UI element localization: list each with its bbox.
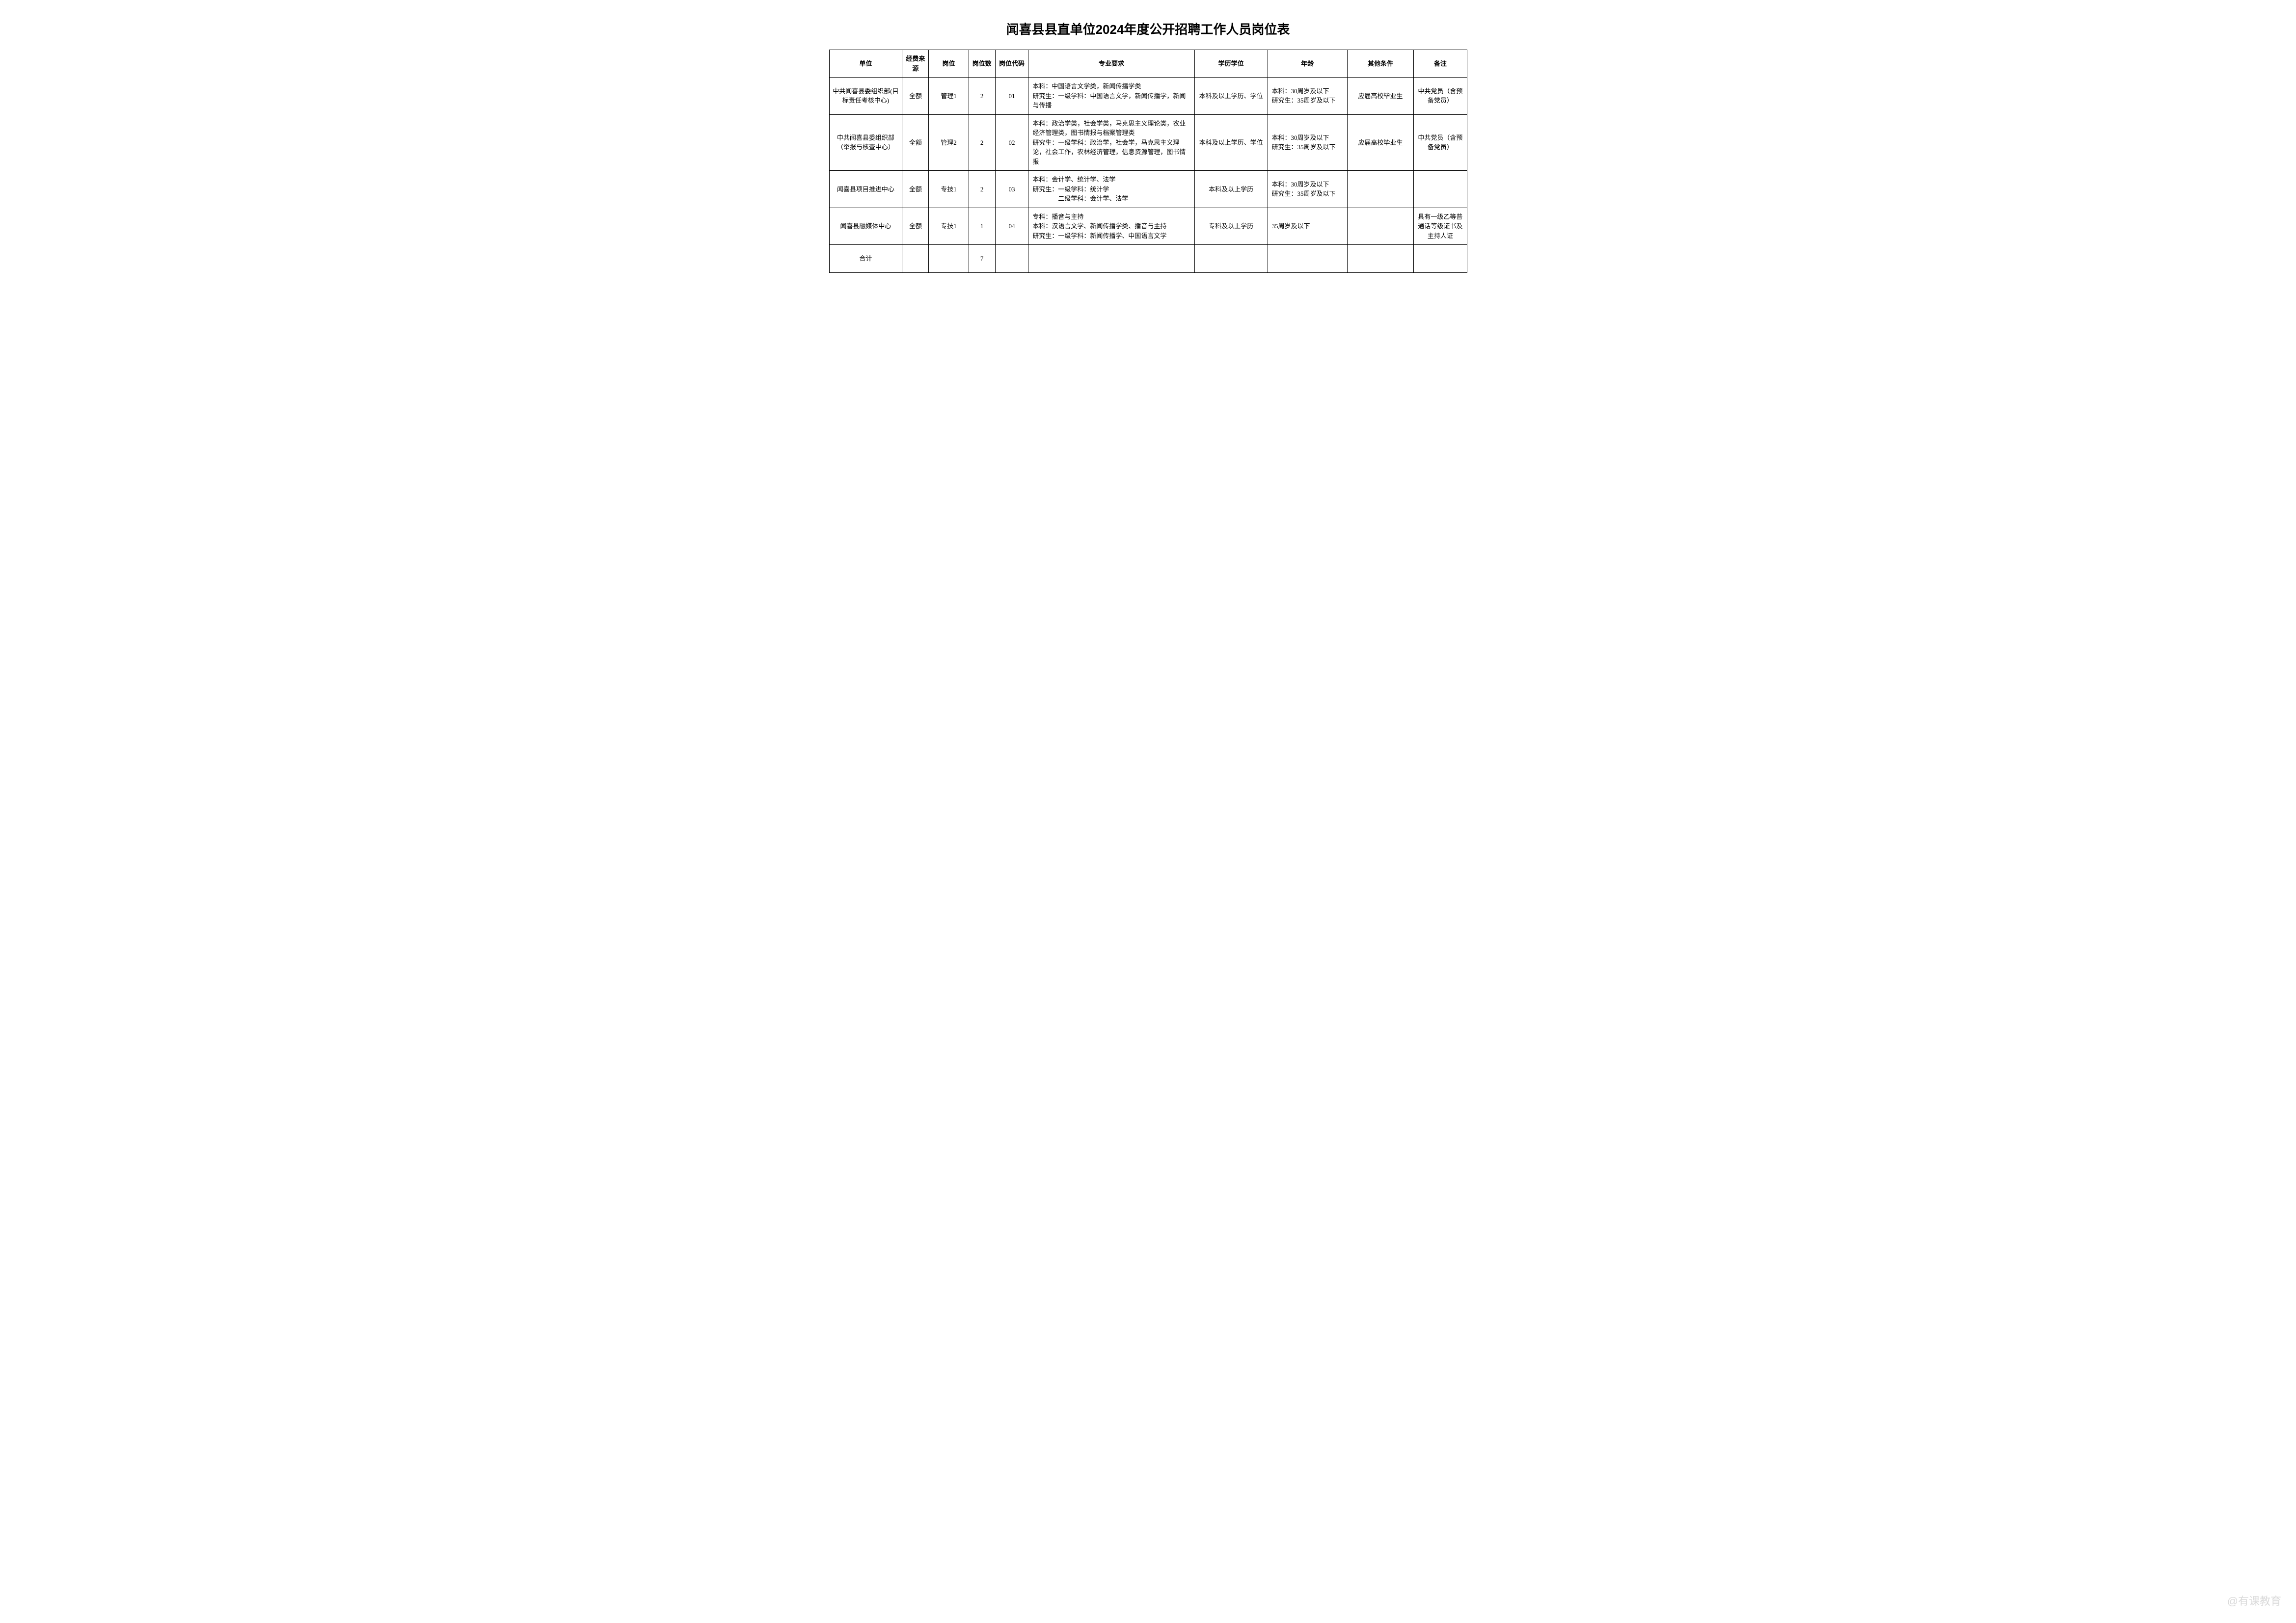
col-other: 其他条件 xyxy=(1347,50,1413,78)
col-count: 岗位数 xyxy=(969,50,995,78)
col-major: 专业要求 xyxy=(1028,50,1194,78)
table-cell: 1 xyxy=(969,208,995,245)
col-unit: 单位 xyxy=(829,50,902,78)
table-cell xyxy=(995,245,1028,273)
table-cell: 具有一级乙等普通话等级证书及主持人证 xyxy=(1414,208,1467,245)
table-cell: 中共党员（含预备党员） xyxy=(1414,114,1467,171)
table-cell xyxy=(1347,208,1413,245)
table-cell: 本科：会计学、统计学、法学 研究生：一级学科：统计学 二级学科：会计学、法学 xyxy=(1028,171,1194,208)
table-cell: 全额 xyxy=(902,78,929,115)
table-cell: 02 xyxy=(995,114,1028,171)
table-total-row: 合计 7 xyxy=(829,245,1467,273)
table-cell: 03 xyxy=(995,171,1028,208)
col-remark: 备注 xyxy=(1414,50,1467,78)
table-row: 中共闻喜县委组织部(目标责任考核中心)全额管理1201本科：中国语言文学类，新闻… xyxy=(829,78,1467,115)
table-cell: 04 xyxy=(995,208,1028,245)
table-cell xyxy=(1347,171,1413,208)
table-cell: 专技1 xyxy=(929,171,969,208)
table-cell: 中共闻喜县委组织部（举报与核查中心） xyxy=(829,114,902,171)
table-row: 中共闻喜县委组织部（举报与核查中心）全额管理2202本科：政治学类，社会学类，马… xyxy=(829,114,1467,171)
table-cell: 管理2 xyxy=(929,114,969,171)
table-cell xyxy=(1347,245,1413,273)
table-cell: 专科：播音与主持 本科：汉语言文学、新闻传播学类、播音与主持 研究生：一级学科：… xyxy=(1028,208,1194,245)
table-cell: 本科及以上学历 xyxy=(1194,171,1268,208)
table-cell xyxy=(929,245,969,273)
table-cell: 应届高校毕业生 xyxy=(1347,78,1413,115)
watermark: @有课教育 xyxy=(2227,1593,2281,1608)
col-code: 岗位代码 xyxy=(995,50,1028,78)
table-cell xyxy=(1028,245,1194,273)
table-cell: 中共党员（含预备党员） xyxy=(1414,78,1467,115)
table-cell xyxy=(1268,245,1347,273)
table-cell: 本科：30周岁及以下 研究生：35周岁及以下 xyxy=(1268,114,1347,171)
col-funding: 经费来源 xyxy=(902,50,929,78)
col-age: 年龄 xyxy=(1268,50,1347,78)
table-cell: 本科：中国语言文学类，新闻传播学类 研究生：一级学科：中国语言文学，新闻传播学，… xyxy=(1028,78,1194,115)
table-cell: 35周岁及以下 xyxy=(1268,208,1347,245)
table-cell xyxy=(1414,171,1467,208)
table-body: 中共闻喜县委组织部(目标责任考核中心)全额管理1201本科：中国语言文学类，新闻… xyxy=(829,78,1467,273)
table-cell: 本科及以上学历、学位 xyxy=(1194,78,1268,115)
table-cell: 全额 xyxy=(902,114,929,171)
document-page: 闻喜县县直单位2024年度公开招聘工作人员岗位表 单位 经费来源 岗位 岗位数 … xyxy=(829,20,1467,273)
table-cell: 7 xyxy=(969,245,995,273)
table-cell: 本科：政治学类，社会学类，马克思主义理论类，农业经济管理类，图书情报与档案管理类… xyxy=(1028,114,1194,171)
table-cell: 全额 xyxy=(902,171,929,208)
table-cell: 2 xyxy=(969,114,995,171)
table-cell: 合计 xyxy=(829,245,902,273)
table-cell: 应届高校毕业生 xyxy=(1347,114,1413,171)
table-row: 闻喜县项目推进中心全额专技1203本科：会计学、统计学、法学 研究生：一级学科：… xyxy=(829,171,1467,208)
table-cell: 全额 xyxy=(902,208,929,245)
page-title: 闻喜县县直单位2024年度公开招聘工作人员岗位表 xyxy=(829,20,1467,38)
table-cell xyxy=(1414,245,1467,273)
table-cell xyxy=(902,245,929,273)
table-row: 闻喜县融媒体中心全额专技1104专科：播音与主持 本科：汉语言文学、新闻传播学类… xyxy=(829,208,1467,245)
table-cell: 本科：30周岁及以下 研究生：35周岁及以下 xyxy=(1268,78,1347,115)
table-cell: 专技1 xyxy=(929,208,969,245)
table-cell: 01 xyxy=(995,78,1028,115)
table-cell: 2 xyxy=(969,171,995,208)
table-cell: 中共闻喜县委组织部(目标责任考核中心) xyxy=(829,78,902,115)
col-education: 学历学位 xyxy=(1194,50,1268,78)
table-cell: 专科及以上学历 xyxy=(1194,208,1268,245)
table-cell: 本科：30周岁及以下 研究生：35周岁及以下 xyxy=(1268,171,1347,208)
table-cell: 本科及以上学历、学位 xyxy=(1194,114,1268,171)
table-cell: 2 xyxy=(969,78,995,115)
table-cell: 闻喜县项目推进中心 xyxy=(829,171,902,208)
table-cell: 闻喜县融媒体中心 xyxy=(829,208,902,245)
table-cell xyxy=(1194,245,1268,273)
positions-table: 单位 经费来源 岗位 岗位数 岗位代码 专业要求 学历学位 年龄 其他条件 备注… xyxy=(829,50,1467,273)
col-position: 岗位 xyxy=(929,50,969,78)
table-header-row: 单位 经费来源 岗位 岗位数 岗位代码 专业要求 学历学位 年龄 其他条件 备注 xyxy=(829,50,1467,78)
table-cell: 管理1 xyxy=(929,78,969,115)
